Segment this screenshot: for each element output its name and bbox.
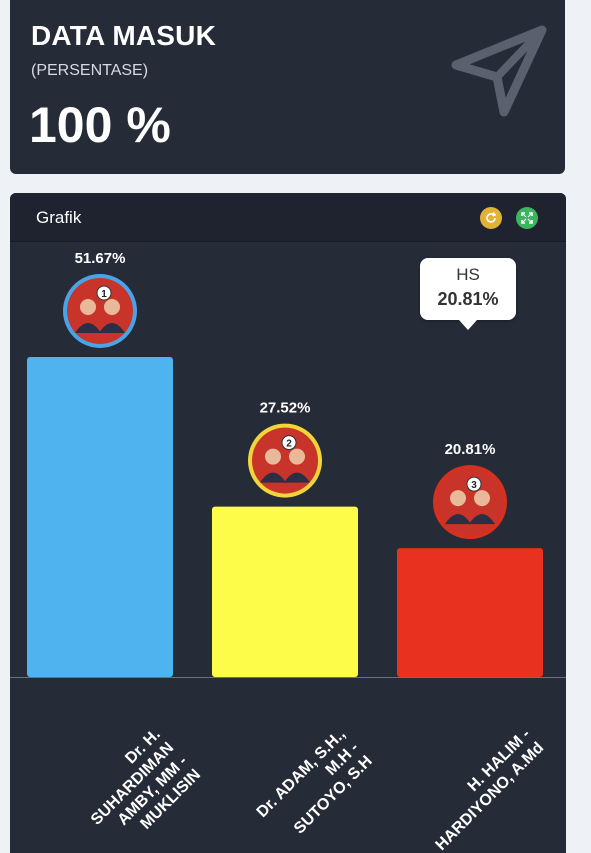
chart-panel: Grafik 1 51.67% Dr. H.SUHARDIMANAMBY, MM -… xyxy=(10,193,566,853)
refresh-icon xyxy=(486,212,497,223)
candidate-number-2: 2 xyxy=(286,439,292,450)
candidate-number-3: 3 xyxy=(471,480,477,491)
candidate-face-3-1 xyxy=(450,490,466,507)
data-masuk-card: DATA MASUK (PERSENTASE) 100 % xyxy=(10,0,565,174)
expand-icon xyxy=(521,212,533,224)
data-masuk-subtitle: (PERSENTASE) xyxy=(31,62,149,79)
candidate-number-1: 1 xyxy=(101,289,107,300)
data-masuk-value: 100 % xyxy=(29,97,171,153)
candidate-face-1-2 xyxy=(104,299,120,315)
data-masuk-title: DATA MASUK xyxy=(31,20,217,51)
candidate-face-3-2 xyxy=(474,490,490,507)
chart-title: Grafik xyxy=(36,208,82,227)
bar-2[interactable] xyxy=(212,506,358,677)
candidate-number-badge-1 xyxy=(96,285,112,301)
candidate-number-badge-3 xyxy=(466,476,482,492)
bar-chart: 1 51.67% Dr. H.SUHARDIMANAMBY, MM -MUKLISI… xyxy=(10,250,566,853)
bar-1[interactable] xyxy=(27,357,173,677)
data-label-2: 27.52% xyxy=(260,400,311,417)
expand-button[interactable] xyxy=(516,207,538,229)
candidate-face-2-2 xyxy=(289,448,305,465)
category-label-text-1: Dr. H.SUHARDIMANAMBY, MM -MUKLISIN xyxy=(75,726,205,853)
candidate-body-3-1 xyxy=(445,514,471,525)
data-label-1: 51.67% xyxy=(75,250,126,267)
category-label-text-3: H. HALIM -HARDIYONO, A.Md xyxy=(419,726,547,853)
category-label-3: H. HALIM -HARDIYONO, A.Md xyxy=(419,726,548,853)
candidate-body-1-1 xyxy=(75,323,101,333)
data-label-3: 20.81% xyxy=(445,441,496,458)
category-label-text-2: Dr. ADAM, S.H.,M.H -SUTOYO, S.H xyxy=(254,726,376,848)
candidate-body-2-1 xyxy=(260,472,286,483)
candidate-face-2-1 xyxy=(265,448,281,465)
candidate-body-2-2 xyxy=(284,472,310,483)
category-label-1: Dr. H.SUHARDIMANAMBY, MM -MUKLISIN xyxy=(75,726,205,853)
chart-header: Grafik xyxy=(10,193,566,242)
candidate-body-1-2 xyxy=(99,323,125,333)
tooltip-value: 20.81% xyxy=(437,289,499,309)
tooltip-series-name: HS xyxy=(456,265,480,284)
refresh-button[interactable] xyxy=(480,207,502,229)
category-label-2: Dr. ADAM, S.H.,M.H -SUTOYO, S.H xyxy=(254,726,376,848)
chart-tooltip: HS 20.81% xyxy=(420,258,516,330)
candidate-body-3-2 xyxy=(469,514,495,525)
candidate-number-badge-2 xyxy=(281,435,297,451)
candidate-face-1-1 xyxy=(80,299,96,315)
paper-plane-icon xyxy=(451,25,547,117)
bar-3[interactable] xyxy=(397,548,543,677)
